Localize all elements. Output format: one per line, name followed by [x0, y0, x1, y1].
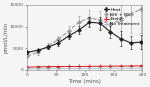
X-axis label: Time (mins): Time (mins): [68, 79, 101, 84]
Y-axis label: pmol/L/min: pmol/L/min: [3, 22, 8, 53]
Legend: Heat, BHI + NS, EtohP, No Treatment: Heat, BHI + NS, EtohP, No Treatment: [103, 7, 140, 27]
